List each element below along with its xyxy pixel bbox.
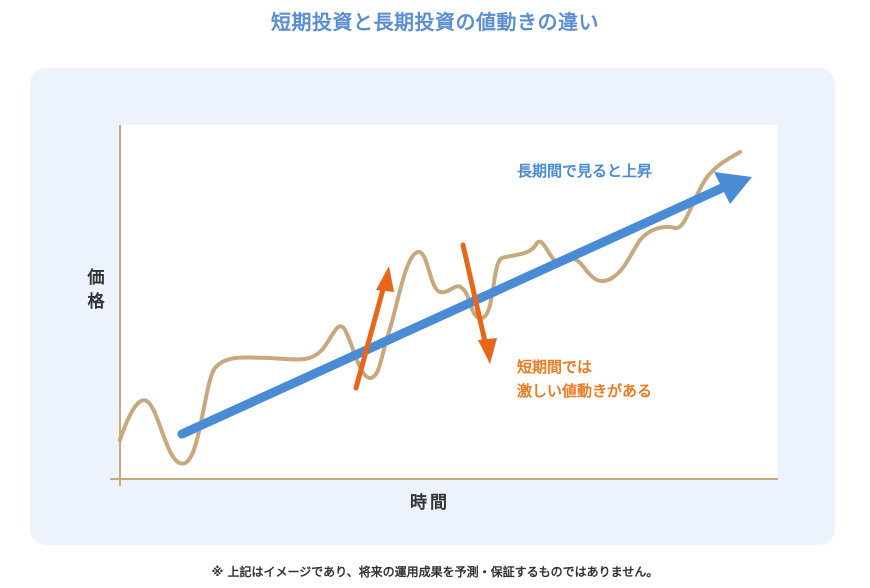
plot-area xyxy=(120,125,778,478)
y-axis-label: 価格 xyxy=(87,268,105,312)
disclaimer-footnote: ※ 上記はイメージであり、将来の運用成果を予測・保証するものではありません。 xyxy=(211,565,659,579)
trend-arrow-shaft xyxy=(177,183,727,439)
rise-arrow-up-icon xyxy=(376,266,394,292)
trend-arrow-head-icon xyxy=(714,172,752,204)
rise-arrow-shaft xyxy=(353,279,388,391)
long-term-annotation: 長期間で見ると上昇 xyxy=(517,162,653,180)
short-term-annotation-line1: 短期間では xyxy=(517,358,593,376)
fall-arrow-shaft xyxy=(460,242,489,349)
x-axis-label: 時間 xyxy=(410,493,450,513)
fall-arrow-down-icon xyxy=(478,338,497,364)
short-term-annotation-line2: 激しい値動きがある xyxy=(517,382,653,400)
page-title: 短期投資と長期投資の値動きの違い xyxy=(271,10,599,34)
price-line xyxy=(118,150,742,466)
short-term-annotation: 短期間では 激しい値動きがある xyxy=(517,355,652,403)
